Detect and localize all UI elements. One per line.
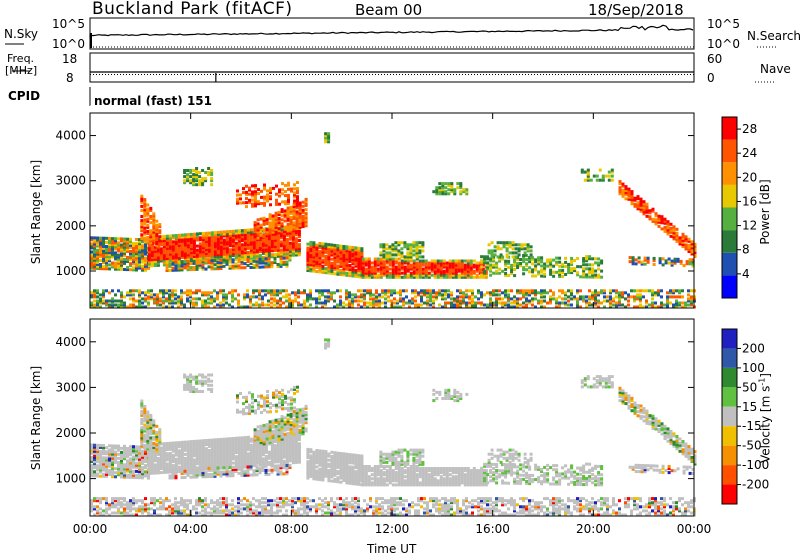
power-colorbar-label-0: 4: [742, 267, 750, 281]
power-panel-echo-mid: [379, 241, 424, 258]
velocity-colorbar-swatch-6: [722, 446, 737, 465]
power-colorbar-swatch-5: [722, 162, 737, 185]
velocity-colorbar-label-1: 100: [742, 361, 765, 375]
velocity-panel-ytick-label-3: 4000: [55, 335, 86, 349]
velocity-panel-echo-early: [90, 444, 150, 480]
power-colorbar-label-2: 12: [742, 219, 757, 233]
velocity-panel-ytick-label-1: 2000: [55, 426, 86, 440]
velocity-panel-ytick-label-0: 1000: [55, 472, 86, 486]
power-panel-echo-afternoon: [362, 258, 488, 279]
x-tick-label-0: 00:00: [73, 522, 108, 536]
velocity-colorbar-swatch-8: [722, 485, 737, 504]
power-colorbar-swatch-7: [722, 117, 737, 140]
velocity-colorbar-swatch-4: [722, 407, 737, 426]
velocity-panel-background: [90, 319, 694, 516]
power-panel-ytick-label-2: 3000: [55, 174, 86, 188]
x-tick-label-1: 04:00: [173, 522, 208, 536]
nsky-panel: [90, 18, 694, 49]
power-panel-echo-early: [90, 236, 150, 271]
x-tick-label-2: 08:00: [274, 522, 309, 536]
velocity-colorbar-label-6: -100: [742, 458, 769, 472]
power-colorbar-swatch-0: [722, 275, 737, 298]
power-colorbar-swatch-1: [722, 253, 737, 276]
velocity-colorbar-label-0: 200: [742, 341, 765, 355]
freq-panel: [90, 53, 694, 82]
velocity-colorbar-label-4: -15: [742, 419, 762, 433]
power-colorbar-label-6: 28: [742, 122, 757, 136]
power-colorbar-swatch-2: [722, 230, 737, 253]
power-colorbar-label-4: 20: [742, 170, 757, 184]
velocity-colorbar-swatch-3: [722, 387, 737, 406]
power-colorbar-swatch-3: [722, 208, 737, 231]
velocity-colorbar-swatch-1: [722, 348, 737, 367]
x-tick-label-5: 20:00: [576, 522, 611, 536]
velocity-colorbar-label-7: -200: [742, 478, 769, 492]
velocity-colorbar-swatch-2: [722, 368, 737, 387]
power-panel-echo-dot: [324, 132, 330, 143]
velocity-colorbar-swatch-5: [722, 426, 737, 445]
x-tick-label-3: 12:00: [375, 522, 410, 536]
power-panel-ytick-label-1: 2000: [55, 219, 86, 233]
velocity-colorbar-swatch-7: [722, 465, 737, 484]
x-tick-label-6: 00:00: [677, 522, 712, 536]
x-tick-label-4: 16:00: [475, 522, 510, 536]
power-colorbar-label-1: 8: [742, 243, 750, 257]
power-colorbar-label-5: 24: [742, 146, 757, 160]
power-panel-ytick-label-0: 1000: [55, 264, 86, 278]
power-panel-ytick-label-3: 4000: [55, 129, 86, 143]
power-colorbar-label-3: 16: [742, 194, 757, 208]
velocity-colorbar-label-3: 15: [742, 400, 757, 414]
power-colorbar-swatch-6: [722, 140, 737, 163]
power-colorbar-swatch-4: [722, 185, 737, 208]
velocity-colorbar-swatch-0: [722, 329, 737, 348]
velocity-panel-ytick-label-2: 3000: [55, 380, 86, 394]
velocity-colorbar-label-5: -50: [742, 439, 762, 453]
velocity-colorbar-label-2: 50: [742, 380, 757, 394]
